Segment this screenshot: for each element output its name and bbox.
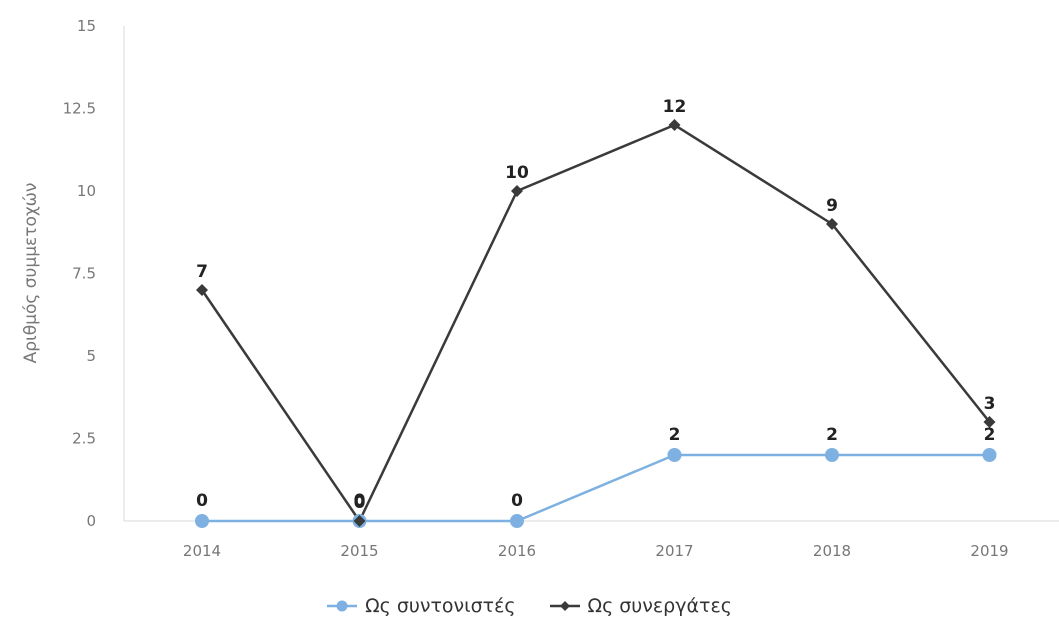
series-line-partners — [200, 123, 991, 523]
data-point-partners — [196, 284, 208, 296]
x-tick-label: 2016 — [498, 542, 536, 560]
series-line-coordinators — [202, 453, 990, 523]
x-tick-label: 2014 — [183, 542, 221, 560]
data-label-coordinators: 0 — [196, 491, 208, 511]
y-tick-label: 15 — [77, 17, 96, 35]
data-label-coordinators: 2 — [669, 425, 681, 445]
data-label-partners: 10 — [505, 163, 529, 183]
y-tick-label: 10 — [77, 182, 96, 200]
data-label-partners: 9 — [826, 196, 838, 216]
data-label-partners: 12 — [663, 97, 687, 117]
y-tick-label: 2.5 — [72, 430, 96, 448]
data-point-partners — [668, 119, 681, 131]
legend: Ως συντονιστές Ως συνεργάτες — [0, 595, 1059, 617]
data-label-coordinators: 2 — [826, 425, 838, 445]
x-tick-label: 2017 — [655, 542, 693, 560]
data-point-coordinators — [195, 514, 209, 528]
data-point-coordinators — [510, 514, 524, 528]
data-label-coordinators: 0 — [511, 491, 523, 511]
data-point-partners — [983, 416, 996, 428]
data-point-coordinators — [825, 448, 839, 462]
x-tick-label: 2018 — [813, 542, 851, 560]
data-label-coordinators: 0 — [354, 491, 366, 511]
legend-line-diamond-icon — [549, 601, 580, 611]
legend-line-circle-icon — [327, 600, 358, 612]
x-tick-label: 2019 — [970, 542, 1008, 560]
legend-label-partners: Ως συνεργάτες — [587, 595, 732, 617]
x-tick-label: 2015 — [340, 542, 378, 560]
legend-label-coordinators: Ως συντονιστές — [365, 595, 516, 617]
y-tick-label: 5 — [86, 347, 96, 365]
data-point-coordinators — [667, 448, 682, 462]
y-tick-label: 12.5 — [63, 100, 96, 118]
y-tick-label: 7.5 — [72, 265, 96, 283]
data-label-partners: 7 — [196, 262, 208, 282]
data-label-coordinators: 2 — [984, 425, 996, 445]
data-point-partners — [826, 218, 838, 230]
data-point-coordinators — [982, 448, 997, 462]
y-axis-label: Αριθμός συμμετοχών — [21, 183, 41, 364]
data-label-partners: 0 — [354, 493, 366, 513]
y-tick-label: 0 — [86, 512, 96, 530]
legend-item-partners: Ως συνεργάτες — [549, 595, 732, 617]
data-point-partners — [511, 185, 523, 197]
data-label-partners: 3 — [984, 394, 996, 414]
line-chart: Αριθμός συμμετοχών 0 2.5 5 7.5 10 12.5 15 2014 2… — [21, 17, 1059, 560]
legend-item-coordinators: Ως συντονιστές — [327, 595, 516, 617]
data-point-partners — [353, 515, 366, 527]
